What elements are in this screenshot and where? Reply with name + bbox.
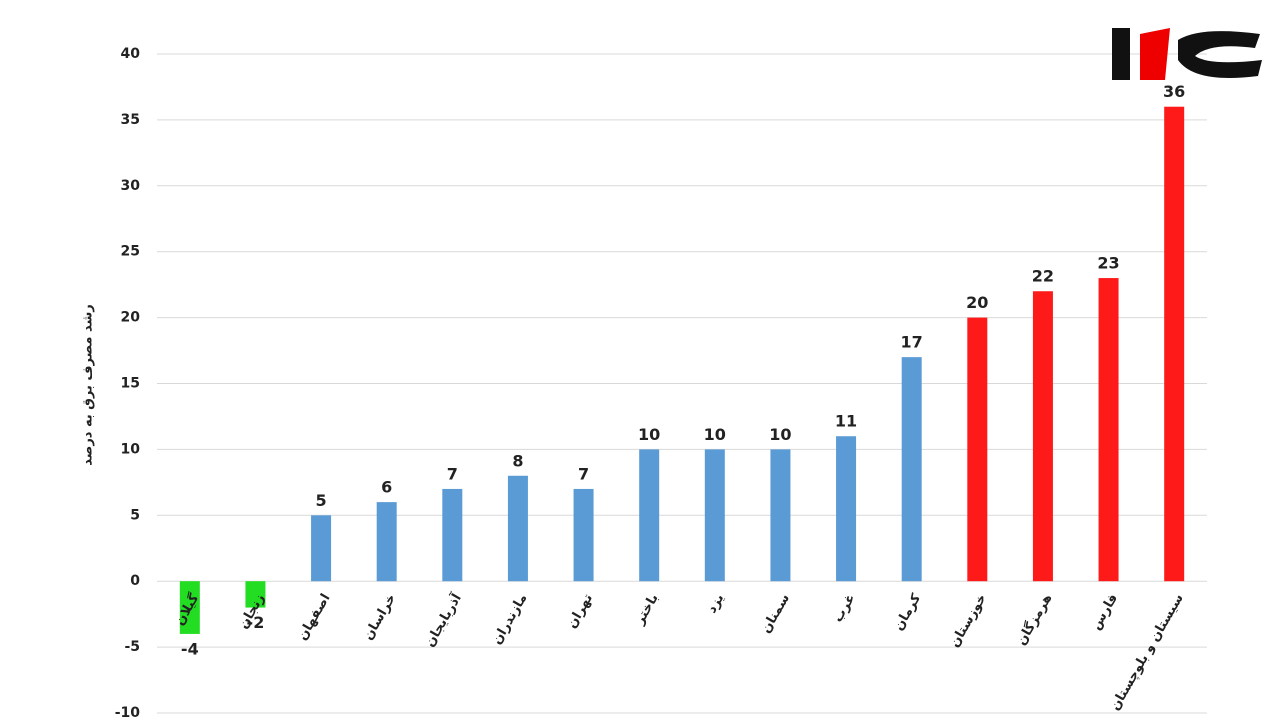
y-tick-label: 35 — [121, 112, 140, 128]
x-tick-label: سیستان و بلوچستان — [1108, 591, 1187, 713]
y-tick-label: 25 — [121, 244, 140, 260]
x-tick-label: فارس — [1089, 591, 1121, 632]
bar — [1098, 278, 1119, 582]
x-tick-label: هرمزگان — [1013, 591, 1055, 648]
bar — [311, 515, 332, 582]
bar — [1164, 106, 1185, 582]
data-label: 10 — [704, 425, 726, 444]
data-label: 6 — [381, 478, 392, 497]
x-tick-label: باختر — [632, 591, 662, 628]
y-axis-label: رشد مصرف برق به درصد — [81, 304, 96, 466]
bar — [507, 475, 528, 582]
bar — [179, 581, 200, 634]
y-tick-label: 30 — [121, 178, 141, 194]
x-tick-label: خوزستان — [947, 591, 990, 650]
y-tick-label: 0 — [130, 573, 140, 589]
data-label: 11 — [835, 412, 857, 431]
x-tick-label: خراسان — [361, 591, 399, 642]
x-tick-label: مازندران — [490, 591, 531, 647]
bar — [573, 488, 594, 582]
data-label: 17 — [901, 333, 923, 352]
x-tick-label: سمنان — [759, 591, 793, 636]
bar — [967, 317, 988, 582]
bar — [245, 581, 266, 608]
y-tick-label: 10 — [121, 441, 141, 457]
bar — [770, 449, 791, 582]
y-tick-label: 40 — [121, 46, 141, 62]
bar — [1032, 291, 1053, 582]
bar — [704, 449, 725, 582]
data-label: 10 — [769, 425, 791, 444]
x-tick-label: یزد — [704, 591, 727, 616]
data-label: -4 — [181, 639, 199, 658]
data-label: 5 — [315, 491, 326, 510]
y-tick-label: 5 — [130, 507, 140, 523]
data-label: 7 — [447, 464, 458, 483]
y-tick-label: 20 — [121, 310, 141, 326]
bar — [639, 449, 660, 582]
bar — [376, 502, 397, 582]
x-tick-label: اصفهان — [295, 591, 333, 643]
data-label: 20 — [966, 293, 988, 312]
bar — [901, 357, 922, 582]
data-label: 10 — [638, 425, 660, 444]
data-label: 23 — [1097, 254, 1119, 273]
bar — [442, 488, 463, 582]
x-tick-label: آذربایجان — [421, 590, 465, 650]
logo — [1112, 28, 1262, 80]
data-label: 36 — [1163, 82, 1185, 101]
data-label: 8 — [512, 451, 523, 470]
y-tick-label: -5 — [124, 639, 140, 655]
bar — [836, 436, 857, 582]
x-tick-label: تهران — [565, 591, 597, 631]
x-tick-label: کرمان — [891, 591, 924, 633]
data-label: 22 — [1032, 267, 1054, 286]
y-tick-label: -10 — [115, 705, 141, 720]
data-label: -2 — [247, 613, 265, 632]
x-tick-label: غرب — [831, 591, 859, 625]
y-tick-label: 15 — [121, 376, 140, 392]
data-label: 7 — [578, 464, 589, 483]
